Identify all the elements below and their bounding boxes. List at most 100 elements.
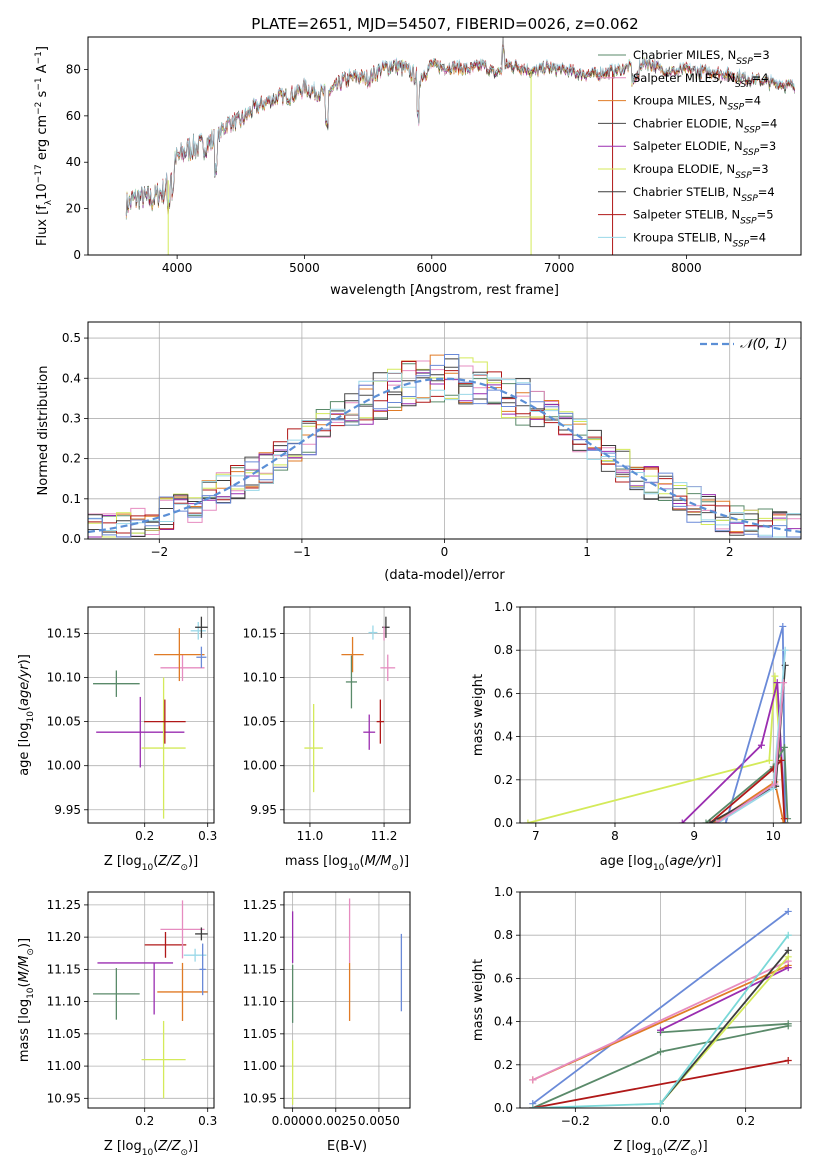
y-tick-label: 20 (66, 202, 81, 216)
y-tick-label: 10.95 (47, 1091, 81, 1105)
weight-marker (529, 1076, 537, 1084)
legend-entry: Kroupa STELIB, NSSP=4 (633, 230, 766, 249)
weight-marker (784, 931, 792, 939)
y-tick-label: 0.6 (494, 971, 513, 985)
weight-line (659, 949, 789, 1105)
y-tick-label: 11.10 (243, 995, 277, 1009)
x-tick-label: −1 (293, 545, 311, 559)
y-tick-label: 11.15 (47, 962, 81, 976)
y-tick-label: 0.2 (494, 773, 513, 787)
x-axis-label: E(B-V) (327, 1139, 367, 1154)
weight-lines (529, 907, 792, 1108)
weight-marker (529, 1104, 537, 1108)
legend-entry: Salpeter ELODIE, NSSP=3 (633, 139, 776, 158)
weight-line (532, 960, 789, 1081)
y-tick-label: 9.95 (54, 803, 81, 817)
normal-curve (88, 377, 801, 534)
y-tick-label: 11.05 (47, 1027, 81, 1041)
x-tick-label: −0.2 (561, 1114, 590, 1128)
residual-histogram-panel: −2 −1 0 1 2 0.0 0.1 0.2 0.3 0.4 0.5 (data-model)/er… (36, 321, 802, 583)
mass-vs-metallicity-panel: 0.2 0.3 10.95 11.00 11.05 11.10 11.15 11.20 11.2… (17, 891, 217, 1158)
y-tick-label: 11.25 (47, 898, 81, 912)
legend-entry: Salpeter STELIB, NSSP=5 (633, 208, 774, 227)
spectrum-panel: 4000 5000 6000 7000 8000 0 20 40 60 80 wavelength … (34, 36, 802, 298)
y-tick-label: 11.15 (243, 962, 277, 976)
y-tick-label: 10.10 (243, 671, 277, 685)
y-tick-label: 0.3 (62, 411, 81, 425)
axes-frame (283, 891, 411, 1109)
x-tick-label: 2 (726, 545, 734, 559)
weight-marker (678, 819, 686, 823)
legend-entry: Chabrier STELIB, NSSP=4 (633, 185, 775, 204)
weight-lines (524, 622, 792, 823)
weight-line (527, 676, 787, 823)
y-tick-label: 0.0 (494, 816, 513, 830)
x-tick-label: 9 (690, 829, 698, 843)
weight-marker (714, 819, 722, 823)
weight-marker (781, 661, 789, 669)
y-tick-label: 0.1 (62, 492, 81, 506)
x-tick-label: 1 (583, 545, 591, 559)
x-tick-label: 11.0 (297, 829, 324, 843)
legend-entry: Kroupa MILES, NSSP=4 (633, 94, 761, 113)
y-tick-label: 0.5 (62, 331, 81, 345)
y-tick-label: 0.8 (494, 643, 513, 657)
y-tick-label: 1.0 (494, 600, 513, 614)
y-tick-label: 0.4 (494, 730, 513, 744)
weight-marker (784, 1020, 792, 1028)
x-tick-label: 5000 (289, 261, 320, 275)
spectrum-spike (500, 37, 506, 70)
weight-line (532, 1059, 789, 1108)
weight-marker (780, 743, 788, 751)
y-tick-label: 10.15 (47, 626, 81, 640)
y-tick-label: 0 (73, 248, 81, 262)
x-tick-label: 0.2 (736, 1114, 755, 1128)
y-axis-label: Normed distribution (36, 366, 51, 496)
errorbar-points (93, 900, 208, 1099)
weight-marker (784, 907, 792, 915)
x-tick-label: 0.3 (198, 1114, 217, 1128)
age-vs-metallicity-panel: 0.2 0.3 9.95 10.00 10.05 10.10 10.15 Z [log10(Z… (17, 606, 217, 873)
legend-entry: Salpeter MILES, NSSP=4 (633, 71, 769, 90)
x-tick-label: 0.0050 (358, 1114, 400, 1128)
weight-marker (706, 819, 714, 823)
spectrum-line (125, 46, 795, 215)
y-tick-label: 10.10 (47, 671, 81, 685)
y-tick-label: 11.20 (243, 930, 277, 944)
y-tick-label: 10.05 (243, 715, 277, 729)
legend-entry: Chabrier MILES, NSSP=3 (633, 48, 770, 67)
weight-marker (722, 819, 730, 823)
weight-marker (777, 756, 785, 764)
x-tick-label: 0.2 (135, 1114, 154, 1128)
weight-marker (702, 819, 710, 823)
x-tick-label: 0.2 (135, 829, 154, 843)
errorbar-points (291, 898, 403, 1105)
histogram-steps (88, 354, 801, 538)
weight-marker (784, 953, 792, 961)
figure-title: PLATE=2651, MJD=54507, FIBERID=0026, z=0… (251, 15, 638, 33)
x-axis-label: Z [log10(Z/Z⊙)] (104, 1139, 198, 1158)
weight-marker (757, 741, 765, 749)
axes-frame (283, 606, 411, 824)
x-tick-label: −2 (150, 545, 168, 559)
y-tick-label: 10.00 (47, 759, 81, 773)
spectrum-lines (125, 37, 795, 255)
weight-marker (780, 679, 788, 687)
legend-entry: Kroupa ELODIE, NSSP=3 (633, 162, 769, 181)
y-tick-label: 11.10 (47, 995, 81, 1009)
legend-entry: 𝒩(0, 1) (740, 337, 787, 352)
y-tick-label: 0.8 (494, 928, 513, 942)
x-tick-label: 10 (766, 829, 781, 843)
axes-frame (87, 36, 802, 256)
y-tick-label: 10.15 (243, 626, 277, 640)
x-tick-label: 4000 (162, 261, 193, 275)
weight-marker (784, 1056, 792, 1064)
y-tick-label: 0.0 (62, 532, 81, 546)
x-tick-label: 0.0000 (272, 1114, 314, 1128)
errorbar-points (93, 616, 208, 819)
weight-marker (781, 646, 789, 654)
axes-frame (519, 606, 802, 824)
y-axis-label: mass weight (471, 674, 486, 756)
weight-marker (771, 672, 779, 680)
y-tick-label: 0.4 (62, 371, 81, 385)
